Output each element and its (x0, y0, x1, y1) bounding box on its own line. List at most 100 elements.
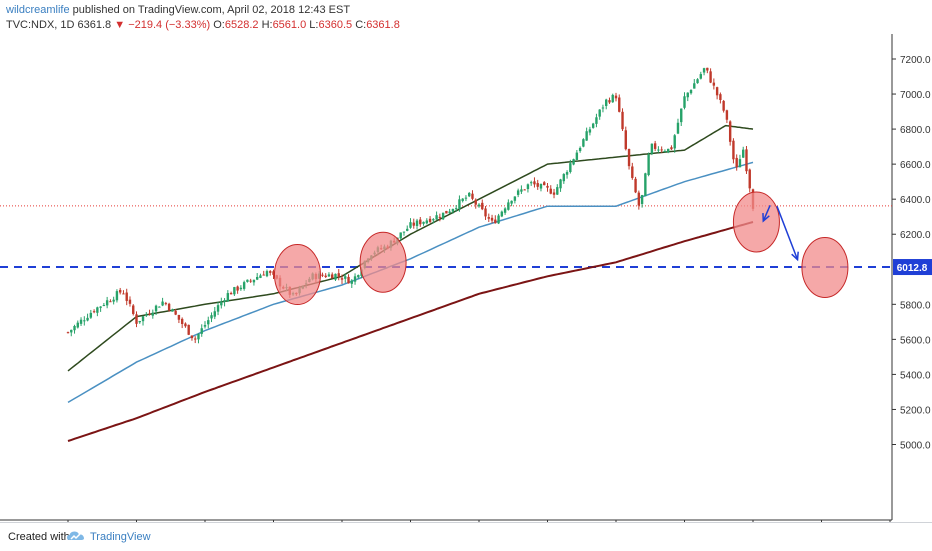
tradingview-cloud-icon[interactable] (66, 528, 86, 544)
moving-average-line (67, 124, 754, 372)
chart-header: wildcreamlife published on TradingView.c… (0, 0, 932, 34)
projection-arrow-head (762, 213, 770, 223)
highlight-circle (801, 237, 849, 299)
candle-body (689, 90, 693, 94)
candle-body (745, 149, 748, 172)
candle-body (468, 192, 471, 197)
candle-body (735, 157, 738, 168)
candle-body (605, 99, 608, 106)
projection-arrow-head (791, 251, 799, 262)
candle-body (543, 182, 546, 186)
candle-body (520, 189, 523, 192)
candle-body (99, 306, 102, 308)
candle-body (562, 174, 566, 182)
last-price: 6361.8 (77, 19, 112, 31)
candle-body (624, 130, 627, 150)
candle-body (742, 149, 745, 158)
candle-body (507, 202, 510, 210)
author-link[interactable]: wildcreamlife (6, 4, 70, 16)
symbol-label: TVC:NDX, 1D (6, 19, 75, 31)
candle-body (167, 303, 171, 311)
candle-body (445, 210, 448, 214)
candle-body (680, 108, 683, 123)
candle-body (233, 287, 236, 295)
candle-body (269, 271, 272, 273)
candle-body (513, 196, 517, 201)
candle-body (601, 107, 605, 109)
candle-body (409, 222, 412, 228)
candle-body (96, 307, 99, 313)
candle-body (135, 314, 138, 324)
y-tick-label: 6600.0 (900, 160, 931, 171)
moving-average-line (67, 221, 754, 442)
candle-body (441, 212, 445, 220)
candle-body (458, 199, 461, 209)
published-text: published on TradingView.com, April 02, … (72, 4, 351, 16)
candle-body (402, 231, 406, 233)
candle-body (490, 217, 494, 221)
candle-body (236, 286, 239, 291)
candle-body (112, 299, 115, 302)
candle-body (337, 273, 340, 277)
candle-body (164, 303, 168, 305)
candle-body (673, 135, 676, 149)
candle-body (536, 183, 539, 187)
candle-body (451, 208, 455, 212)
candle-body (422, 221, 425, 224)
y-tick-label: 5000.0 (900, 441, 931, 452)
candle-body (464, 197, 468, 199)
candle-body (412, 222, 415, 226)
candle-body (321, 274, 324, 276)
candle-body (719, 94, 722, 101)
y-tick-label: 5600.0 (900, 335, 931, 346)
candle-body (86, 317, 89, 321)
price-chart[interactable]: 7200.0 7000.0 6800.0 6600.0 6400.0 6200.0 5800… (0, 34, 932, 522)
candle-body (676, 122, 680, 134)
candle-body (569, 163, 572, 173)
candle-body (637, 192, 641, 206)
candle-body (572, 159, 575, 165)
candle-body (406, 228, 409, 231)
candle-body (666, 148, 670, 153)
candle-body (158, 306, 161, 308)
candle-body (748, 169, 751, 189)
candle-body (344, 276, 347, 279)
candle-body (115, 291, 119, 301)
highlight-circle (359, 231, 407, 293)
candle-body (494, 219, 497, 224)
candle-body (226, 293, 230, 302)
candle-body (128, 299, 132, 304)
candle-body (83, 320, 86, 322)
candle-body (174, 310, 177, 315)
candle-body (471, 193, 474, 199)
candle-body (223, 300, 226, 303)
y-tick-label: 6800.0 (900, 125, 931, 136)
candle-body (207, 320, 210, 325)
candle-body (70, 329, 73, 333)
tradingview-brand[interactable]: TradingView (90, 531, 151, 543)
projection-arrow-shaft (762, 205, 771, 222)
candle-body (644, 173, 647, 197)
candle-body (102, 305, 106, 307)
support-price-label: 6012.8 (897, 263, 928, 274)
candle-body (663, 150, 667, 152)
candle-body (262, 274, 265, 276)
candle-body (699, 74, 703, 79)
candle-body (203, 325, 207, 327)
candle-body (357, 275, 360, 278)
candle-body (591, 123, 595, 128)
support-price-tag (893, 259, 932, 276)
candle-body (738, 159, 742, 168)
candle-body (556, 187, 559, 195)
candle-body (715, 87, 719, 96)
candle-body (255, 276, 259, 280)
candle-body (428, 218, 432, 222)
candle-body (118, 289, 122, 293)
candle-body (526, 184, 530, 190)
candle-body (598, 109, 601, 117)
change-arrow: ▼ (114, 19, 126, 31)
y-tick-label: 5400.0 (900, 370, 931, 381)
candle-body (461, 198, 464, 202)
candle-body (647, 154, 650, 175)
candle-body (109, 301, 112, 303)
